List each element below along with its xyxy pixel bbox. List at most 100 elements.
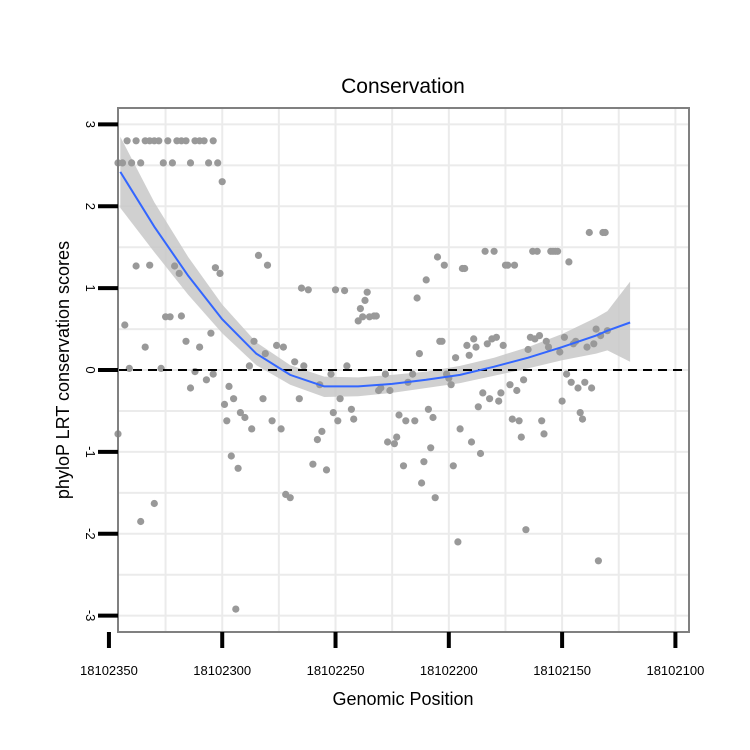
data-point <box>164 137 172 145</box>
data-point <box>200 137 208 145</box>
data-point <box>409 370 417 378</box>
data-point <box>411 417 419 425</box>
data-point <box>517 433 525 441</box>
data-point <box>363 288 371 296</box>
data-point <box>230 395 238 403</box>
data-point <box>318 427 326 435</box>
data-points <box>114 137 612 613</box>
data-point <box>236 409 244 417</box>
data-point <box>322 466 331 474</box>
data-point <box>520 376 528 384</box>
data-point <box>350 415 358 423</box>
data-point <box>254 251 263 259</box>
data-point <box>585 228 593 237</box>
y-tick-label: 0 <box>83 366 98 373</box>
data-point <box>390 440 398 448</box>
data-point <box>218 178 226 186</box>
data-point <box>329 409 337 417</box>
data-point <box>438 337 446 345</box>
data-point <box>336 395 344 403</box>
data-point <box>132 262 140 270</box>
data-point <box>522 526 530 534</box>
data-point <box>558 397 566 405</box>
data-point <box>515 417 523 425</box>
data-point <box>295 395 303 403</box>
y-tick-label: -2 <box>83 528 98 540</box>
x-axis-title: Genomic Position <box>332 689 473 709</box>
confidence-band <box>120 136 631 397</box>
data-point <box>431 494 439 502</box>
data-point <box>259 395 267 403</box>
x-tick-label: 18102250 <box>307 663 365 678</box>
data-point <box>273 341 281 349</box>
data-point <box>456 425 464 433</box>
data-point <box>261 350 269 358</box>
data-point <box>159 159 167 167</box>
data-point <box>297 284 306 292</box>
data-point <box>481 247 489 255</box>
data-point <box>186 159 195 167</box>
data-point <box>359 313 367 321</box>
data-point <box>576 409 584 417</box>
y-tick-label: -3 <box>83 610 98 622</box>
data-point <box>542 337 550 345</box>
y-tick-label: -1 <box>83 446 98 458</box>
y-axis-title: phyloP LRT conservation scores <box>53 241 73 499</box>
y-tick-label: 2 <box>83 203 98 210</box>
data-point <box>588 384 596 392</box>
data-point <box>300 362 308 370</box>
data-point <box>492 333 500 341</box>
y-tick-label: 1 <box>83 284 98 291</box>
data-point <box>449 462 457 470</box>
data-point <box>560 333 569 341</box>
x-tick-label: 18102200 <box>420 663 478 678</box>
data-point <box>250 337 258 345</box>
data-point <box>132 137 140 145</box>
data-point <box>304 286 312 294</box>
data-point <box>574 384 582 392</box>
data-point <box>277 425 285 433</box>
data-point <box>121 321 129 329</box>
data-point <box>506 381 514 389</box>
data-point <box>395 411 403 419</box>
data-point <box>590 340 598 348</box>
data-point <box>535 332 544 340</box>
data-point <box>186 384 195 392</box>
data-point <box>422 276 430 284</box>
smooth-line-group <box>118 171 689 388</box>
data-point <box>472 343 480 351</box>
data-point <box>556 348 564 356</box>
data-point <box>402 417 410 425</box>
data-point <box>499 341 507 349</box>
data-point <box>508 415 516 423</box>
data-point <box>309 460 317 468</box>
data-point <box>384 438 392 446</box>
data-point <box>263 261 272 269</box>
data-point <box>510 261 519 269</box>
data-point <box>465 351 473 359</box>
data-point <box>513 386 521 395</box>
data-point <box>372 312 380 320</box>
data-point <box>168 159 176 167</box>
data-point <box>524 345 532 354</box>
data-point <box>418 479 426 487</box>
data-point <box>581 378 589 386</box>
data-point <box>583 343 591 351</box>
chart-title: Conservation <box>341 75 465 98</box>
data-point <box>209 370 217 378</box>
data-point <box>234 464 242 472</box>
data-point <box>413 294 421 302</box>
data-point <box>216 269 224 277</box>
data-point <box>209 137 217 145</box>
data-point <box>504 261 512 269</box>
data-point <box>393 433 401 441</box>
data-point <box>433 253 442 261</box>
data-point <box>343 362 351 370</box>
data-point <box>214 159 222 167</box>
data-point <box>463 341 471 349</box>
x-tick-label: 18102100 <box>646 663 704 678</box>
data-point <box>427 444 435 452</box>
data-point <box>601 228 609 237</box>
data-point <box>347 405 355 413</box>
data-point <box>279 343 287 351</box>
